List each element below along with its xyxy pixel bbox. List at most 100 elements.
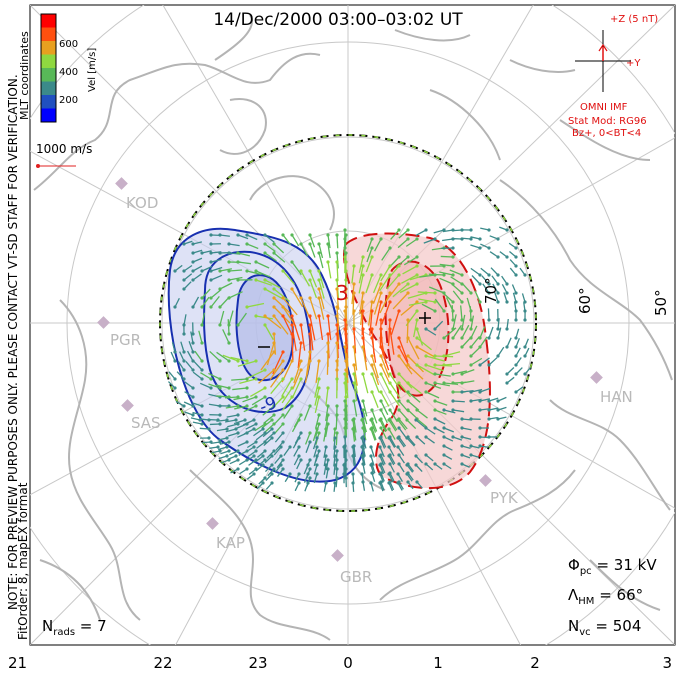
velocity-vector bbox=[224, 396, 239, 399]
velocity-vector bbox=[470, 388, 483, 393]
velocity-vector-origin bbox=[245, 395, 249, 399]
radar-marker bbox=[479, 474, 492, 487]
velocity-vector bbox=[439, 263, 454, 267]
velocity-vector bbox=[415, 419, 426, 429]
velocity-vector-origin bbox=[225, 427, 229, 431]
velocity-vector-origin bbox=[209, 386, 213, 390]
velocity-vector-origin bbox=[478, 444, 482, 448]
velocity-vector-origin bbox=[254, 359, 258, 363]
velocity-vector bbox=[358, 274, 364, 294]
velocity-vector bbox=[282, 270, 295, 285]
velocity-vector-origin bbox=[263, 251, 267, 255]
velocity-vector bbox=[179, 351, 185, 362]
velocity-vector-origin bbox=[297, 454, 301, 458]
velocity-vector-origin bbox=[415, 273, 419, 277]
velocity-vector-origin bbox=[252, 427, 256, 431]
velocity-vector-origin bbox=[352, 345, 356, 349]
velocity-vector bbox=[398, 229, 409, 239]
velocity-vector-origin bbox=[405, 472, 409, 476]
velocity-vector-origin bbox=[505, 372, 509, 376]
velocity-vector bbox=[390, 310, 400, 335]
velocity-vector bbox=[245, 446, 255, 453]
velocity-vector-origin bbox=[317, 314, 321, 318]
velocity-vector bbox=[398, 337, 409, 363]
velocity-vector-origin bbox=[218, 359, 222, 363]
velocity-vector-origin bbox=[236, 323, 240, 327]
velocity-vector-origin bbox=[378, 418, 382, 422]
velocity-vector-origin bbox=[245, 269, 249, 273]
velocity-vector-origin bbox=[496, 282, 500, 286]
velocity-vector bbox=[452, 314, 457, 330]
velocity-vector bbox=[416, 418, 427, 428]
velocity-vector bbox=[372, 283, 382, 304]
velocity-vector-origin bbox=[361, 300, 365, 304]
velocity-vector-origin bbox=[505, 300, 509, 304]
velocity-vector bbox=[407, 355, 425, 373]
velocity-vector-origin bbox=[227, 440, 231, 444]
stat-vector-count: Nvc = 504 bbox=[568, 617, 641, 638]
velocity-vector-origin bbox=[396, 472, 400, 476]
velocity-vector-origin bbox=[272, 287, 276, 291]
velocity-vector-origin bbox=[227, 278, 231, 282]
velocity-vector bbox=[216, 395, 230, 398]
velocity-vector-origin bbox=[451, 435, 455, 439]
velocity-vector-origin bbox=[290, 287, 294, 291]
velocity-vector-origin bbox=[514, 336, 518, 340]
velocity-vector-origin bbox=[245, 440, 249, 444]
velocity-vector bbox=[390, 229, 400, 240]
velocity-vector-origin bbox=[406, 354, 410, 358]
velocity-vector bbox=[309, 324, 314, 351]
velocity-vector-origin bbox=[308, 296, 312, 300]
mlt-tick-0: 0 bbox=[343, 654, 353, 672]
velocity-vector-origin bbox=[209, 305, 213, 309]
velocity-vector-origin bbox=[469, 237, 473, 241]
velocity-vector bbox=[452, 290, 463, 303]
velocity-vector bbox=[405, 238, 418, 247]
velocity-vector bbox=[439, 271, 454, 276]
velocity-vector-origin bbox=[478, 408, 482, 412]
velocity-vector-origin bbox=[451, 264, 455, 268]
velocity-vector-origin bbox=[433, 354, 437, 358]
velocity-vector bbox=[407, 391, 421, 403]
velocity-vector bbox=[461, 335, 473, 348]
lat-label-50: 50° bbox=[652, 289, 670, 316]
velocity-vector-origin bbox=[451, 246, 455, 250]
velocity-vector bbox=[264, 324, 274, 341]
velocity-vector-origin bbox=[514, 372, 518, 376]
velocity-vector-origin bbox=[315, 463, 319, 467]
velocity-vector-origin bbox=[335, 314, 339, 318]
velocity-vector-origin bbox=[397, 426, 401, 430]
velocity-vector bbox=[380, 427, 388, 440]
velocity-vector bbox=[333, 464, 336, 475]
velocity-vector bbox=[230, 356, 248, 362]
velocity-vector-origin bbox=[397, 336, 401, 340]
velocity-vector-origin bbox=[361, 336, 365, 340]
velocity-vector-origin bbox=[254, 260, 258, 264]
velocity-vector-origin bbox=[173, 269, 177, 273]
velocity-vector bbox=[450, 276, 463, 285]
velocity-vector-origin bbox=[370, 255, 374, 259]
velocity-vector-origin bbox=[523, 318, 527, 322]
velocity-vector bbox=[303, 464, 309, 475]
velocity-vector bbox=[443, 409, 456, 414]
velocity-vector bbox=[261, 419, 273, 429]
velocity-vector-origin bbox=[397, 273, 401, 277]
velocity-vector-origin bbox=[254, 404, 258, 408]
velocity-vector-origin bbox=[397, 462, 401, 466]
velocity-vector bbox=[255, 261, 270, 269]
velocity-vector bbox=[216, 351, 230, 362]
velocity-vector bbox=[335, 414, 338, 429]
velocity-vector bbox=[373, 238, 382, 252]
velocity-vector bbox=[501, 283, 508, 294]
velocity-vector-origin bbox=[405, 436, 409, 440]
velocity-vector-origin bbox=[396, 445, 400, 449]
velocity-vector bbox=[210, 289, 222, 299]
velocity-vector-origin bbox=[335, 404, 339, 408]
velocity-vector-origin bbox=[397, 255, 401, 259]
velocity-vector-origin bbox=[279, 445, 283, 449]
velocity-vector-origin bbox=[415, 300, 419, 304]
velocity-vector-origin bbox=[209, 260, 213, 264]
velocity-vector bbox=[309, 234, 316, 248]
velocity-vector bbox=[199, 418, 210, 421]
velocity-vectors bbox=[167, 226, 532, 492]
